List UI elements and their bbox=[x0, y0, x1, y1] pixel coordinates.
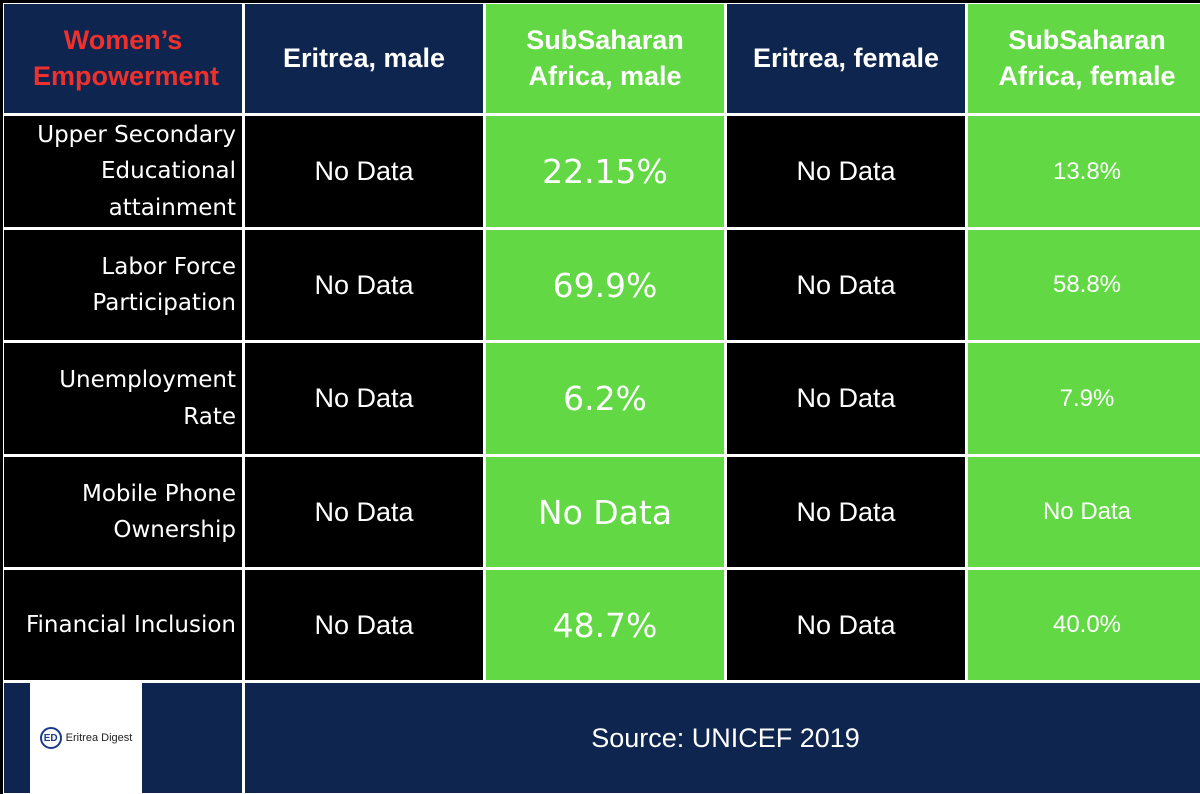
table-cell: 13.8% bbox=[968, 116, 1200, 227]
table-cell: No Data bbox=[245, 343, 483, 454]
column-header-eritrea-female: Eritrea, female bbox=[727, 4, 965, 113]
column-header-eritrea-male: Eritrea, male bbox=[245, 4, 483, 113]
table-cell: No Data bbox=[245, 570, 483, 680]
table-cell: No Data bbox=[245, 457, 483, 567]
eritrea-digest-logo-icon: ED bbox=[39, 727, 62, 749]
table-cell: No Data bbox=[727, 230, 965, 340]
row-label-financial-inclusion: Financial Inclusion bbox=[4, 570, 242, 680]
logo-text: Eritrea Digest bbox=[65, 732, 133, 744]
row-label-mobile-phone: Mobile Phone Ownership bbox=[4, 457, 242, 567]
footer-logo-cell: ED Eritrea Digest bbox=[4, 683, 242, 793]
column-header-ssa-female: SubSaharan Africa, female bbox=[968, 4, 1200, 113]
table-cell: 58.8% bbox=[968, 230, 1200, 340]
table-title: Women’s Empowerment bbox=[4, 4, 242, 113]
table-cell: No Data bbox=[727, 343, 965, 454]
table-cell: No Data bbox=[968, 457, 1200, 567]
table-cell: 6.2% bbox=[486, 343, 724, 454]
table-cell: 22.15% bbox=[486, 116, 724, 227]
table-cell: 40.0% bbox=[968, 570, 1200, 680]
source-caption: Source: UNICEF 2019 bbox=[245, 683, 1200, 793]
empowerment-table: Women’s Empowerment Eritrea, male SubSah… bbox=[3, 3, 1200, 794]
table-cell: 69.9% bbox=[486, 230, 724, 340]
table-title-text: Women’s Empowerment bbox=[33, 25, 220, 91]
table-cell: 7.9% bbox=[968, 343, 1200, 454]
eritrea-digest-logo: ED Eritrea Digest bbox=[30, 683, 142, 793]
table-cell: No Data bbox=[727, 116, 965, 227]
table-cell: No Data bbox=[245, 116, 483, 227]
column-header-ssa-male: SubSaharan Africa, male bbox=[486, 4, 724, 113]
row-label-unemployment: Unemployment Rate bbox=[4, 343, 242, 454]
table-cell: No Data bbox=[486, 457, 724, 567]
table-cell: No Data bbox=[727, 570, 965, 680]
table-cell: No Data bbox=[727, 457, 965, 567]
row-label-labor-force: Labor Force Participation bbox=[4, 230, 242, 340]
table-cell: No Data bbox=[245, 230, 483, 340]
table-cell: 48.7% bbox=[486, 570, 724, 680]
row-label-education: Upper Secondary Educational attainment bbox=[4, 116, 242, 227]
